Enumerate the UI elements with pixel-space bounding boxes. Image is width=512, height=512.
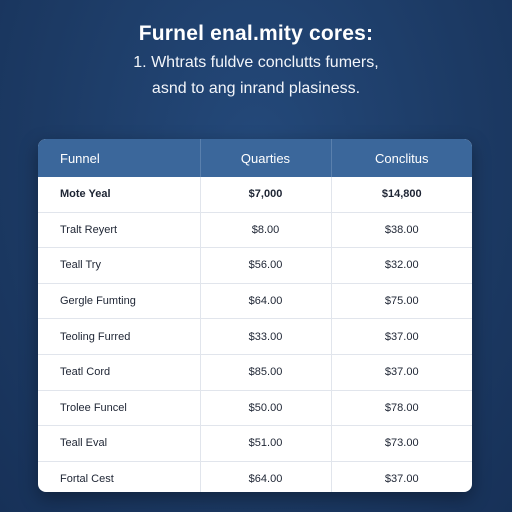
table-body: Mote Yeal $7,000 $14,800 Tralt Reyert $8.00 $… xyxy=(38,177,472,492)
table-header-row: Funnel Quarties Conclitus xyxy=(38,139,472,177)
subtitle-line-1: 1. Whtrats fuldve conclutts fumers, xyxy=(133,54,379,71)
cell-funnel-name: Gergle Fumting xyxy=(38,282,201,319)
cell-conclitus-value: $75.00 xyxy=(331,282,472,319)
table-row[interactable]: Teall Try $56.00 $32.00 xyxy=(38,247,472,284)
column-header-conclitus[interactable]: Conclitus xyxy=(331,139,472,177)
cell-conclitus-value: $78.00 xyxy=(331,389,472,426)
cell-quarties-value: $64.00 xyxy=(200,282,332,319)
cell-funnel-name: Tralt Reyert xyxy=(38,211,201,248)
cell-quarties-value: $8.00 xyxy=(200,211,332,248)
table-row[interactable]: Gergle Fumting $64.00 $75.00 xyxy=(38,282,472,319)
page-title: Furnel enal.mity cores: xyxy=(138,22,374,45)
cell-funnel-name: Teoling Furred xyxy=(38,318,201,355)
cell-conclitus-value: $73.00 xyxy=(331,425,472,462)
column-header-quarties[interactable]: Quarties xyxy=(200,139,332,177)
table-row[interactable]: Tralt Reyert $8.00 $38.00 xyxy=(38,211,472,248)
cell-conclitus-value: $37.00 xyxy=(331,353,472,391)
table-row[interactable]: Fortal Cest $64.00 $37.00 xyxy=(38,460,472,492)
cell-conclitus-value: $37.00 xyxy=(331,460,472,492)
cell-funnel-name: Teall Eval xyxy=(38,425,201,462)
table-row[interactable]: Teall Eval $51.00 $73.00 xyxy=(38,425,472,462)
cell-funnel-name: Teatl Cord xyxy=(38,353,201,391)
column-header-funnel[interactable]: Funnel xyxy=(38,139,201,177)
funnel-table-card: Funnel Quarties Conclitus Mote Yeal $7,00… xyxy=(38,139,472,492)
cell-funnel-name: Mote Yeal xyxy=(38,177,201,213)
table-header: Funnel Quarties Conclitus xyxy=(38,139,472,177)
cell-conclitus-value: $37.00 xyxy=(331,318,472,355)
cell-quarties-value: $85.00 xyxy=(200,353,332,391)
cell-funnel-name: Trolee Funcel xyxy=(38,389,201,426)
cell-quarties-value: $33.00 xyxy=(200,318,332,355)
cell-quarties-value: $50.00 xyxy=(200,389,332,426)
subtitle-line-2: asnd to ang inrand plasiness. xyxy=(151,80,361,97)
cell-conclitus-value: $32.00 xyxy=(331,247,472,284)
cell-quarties-value: $64.00 xyxy=(200,460,332,492)
cell-quarties-value: $7,000 xyxy=(200,177,332,213)
cell-funnel-name: Teall Try xyxy=(38,247,201,284)
funnel-table: Funnel Quarties Conclitus Mote Yeal $7,00… xyxy=(38,139,472,492)
cell-quarties-value: $56.00 xyxy=(200,247,332,284)
table-row[interactable]: Teatl Cord $85.00 $37.00 xyxy=(38,353,472,391)
cell-conclitus-value: $14,800 xyxy=(381,188,422,201)
table-row[interactable]: Mote Yeal $7,000 $14,800 xyxy=(38,177,472,213)
cell-conclitus-value: $38.00 xyxy=(331,211,472,248)
cell-funnel-name: Fortal Cest xyxy=(38,460,201,492)
cell-quarties-value: $51.00 xyxy=(200,425,332,462)
table-row[interactable]: Trolee Funcel $50.00 $78.00 xyxy=(38,389,472,426)
table-row[interactable]: Teoling Furred $33.00 $37.00 xyxy=(38,318,472,355)
